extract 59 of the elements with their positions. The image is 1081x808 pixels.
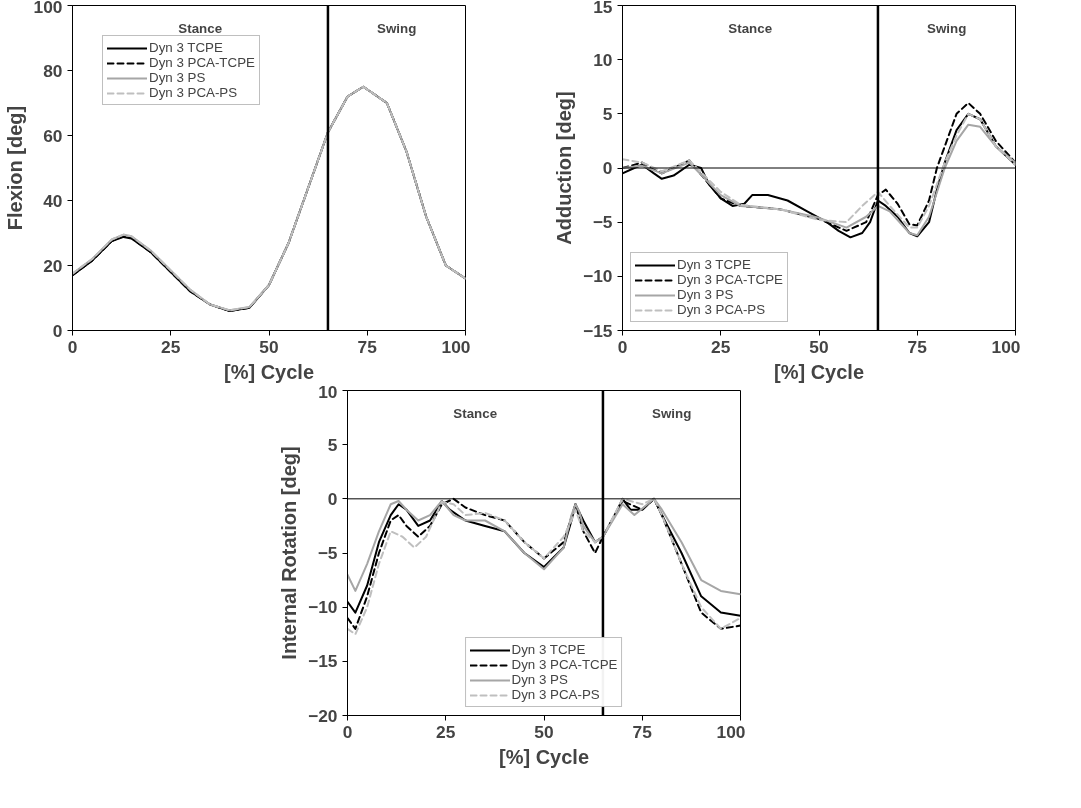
annotation: Stance	[178, 20, 223, 36]
y-tick-label: 10	[593, 49, 613, 70]
y-tick-label: 100	[33, 0, 63, 17]
y-tick-label: 20	[43, 255, 63, 276]
annotation: Swing	[377, 20, 417, 36]
y-tick-label: 40	[43, 190, 63, 211]
y-tick-label: 5	[327, 434, 338, 455]
legend-label: Dyn 3 PCA-PS	[511, 687, 600, 702]
x-tick-label: 0	[617, 336, 628, 357]
x-axis-title: [%] Cycle	[223, 360, 315, 383]
y-tick-label: −15	[308, 651, 338, 672]
y-tick-label: −5	[317, 543, 338, 563]
legend-label: Dyn 3 PCA-TCPE	[149, 55, 255, 70]
x-tick-label: 75	[357, 336, 378, 357]
x-tick-label: 50	[809, 336, 829, 357]
legend-label: Dyn 3 PCA-PS	[149, 85, 238, 100]
legend-label: Dyn 3 PS	[149, 70, 206, 85]
y-tick-label: 0	[327, 488, 338, 509]
y-tick-label: −15	[583, 320, 613, 341]
y-tick-label: 5	[602, 103, 613, 124]
x-axis-title: [%] Cycle	[498, 745, 590, 768]
x-tick-label: 50	[534, 721, 554, 742]
y-axis-title: Flexion [deg]	[3, 105, 26, 231]
legend-label: Dyn 3 TCPE	[511, 642, 586, 657]
legend-label: Dyn 3 PCA-PS	[677, 302, 766, 317]
y-tick-label: 80	[43, 60, 63, 81]
legend-label: Dyn 3 PCA-TCPE	[677, 272, 783, 287]
annotation: Swing	[927, 20, 967, 36]
x-tick-label: 25	[436, 721, 456, 742]
y-tick-label: 10	[318, 381, 338, 402]
x-tick-label: 100	[441, 336, 471, 357]
annotation: Stance	[728, 20, 773, 36]
x-tick-label: 75	[907, 336, 928, 357]
annotation: Stance	[453, 405, 498, 421]
y-axis-title: Internal Rotation [deg]	[278, 446, 301, 660]
y-tick-label: −5	[592, 212, 613, 233]
x-tick-label: 100	[716, 721, 746, 742]
y-axis-title: Adduction [deg]	[553, 91, 576, 245]
y-tick-label: 15	[593, 0, 613, 17]
annotation: Swing	[652, 405, 692, 421]
x-tick-label: 0	[342, 721, 353, 742]
x-tick-label: 75	[632, 721, 653, 742]
y-tick-label: −10	[583, 266, 613, 287]
x-tick-label: 50	[259, 336, 279, 357]
x-tick-label: 25	[711, 336, 731, 357]
x-tick-label: 0	[67, 336, 78, 357]
x-tick-label: 100	[991, 336, 1021, 357]
y-tick-label: 0	[52, 320, 63, 341]
legend-label: Dyn 3 TCPE	[677, 257, 751, 272]
legend-label: Dyn 3 TCPE	[149, 40, 223, 55]
x-axis-title: [%] Cycle	[773, 360, 865, 383]
y-tick-label: −10	[308, 597, 338, 618]
legend-label: Dyn 3 PS	[677, 287, 734, 302]
y-tick-label: 60	[43, 125, 63, 146]
x-tick-label: 25	[161, 336, 181, 357]
legend-label: Dyn 3 PCA-TCPE	[511, 657, 618, 672]
legend-label: Dyn 3 PS	[511, 672, 568, 687]
y-tick-label: 0	[602, 158, 613, 178]
y-tick-label: −20	[308, 705, 338, 726]
